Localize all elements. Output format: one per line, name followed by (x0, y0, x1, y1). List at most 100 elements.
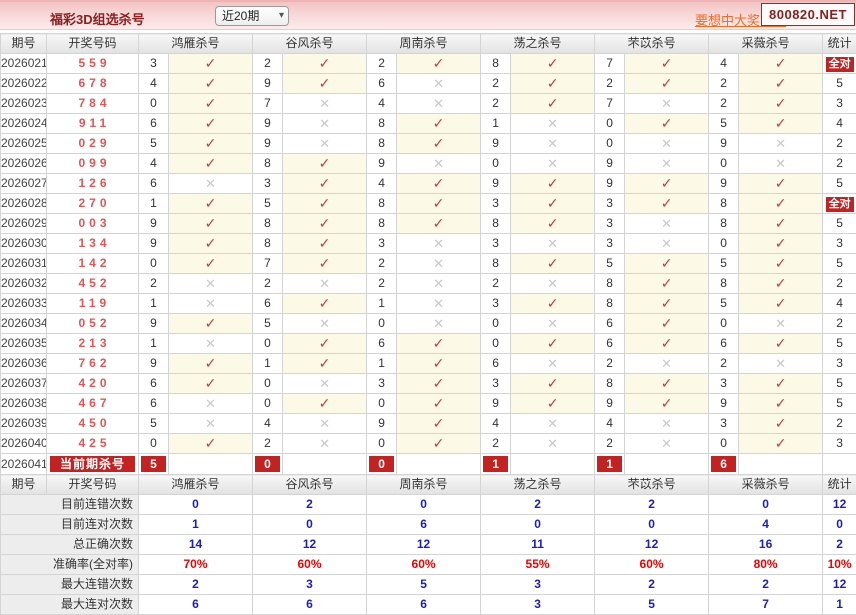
period-cell: 2026038 (1, 394, 47, 414)
kill-number-cell: 1 (481, 114, 511, 134)
stat-cell: 2 (823, 414, 856, 434)
cross-icon: ✕ (625, 134, 709, 154)
check-icon: ✓ (169, 254, 253, 274)
kill-number-cell: 0 (481, 334, 511, 354)
kill-number-cell: 1 (367, 294, 397, 314)
win-numbers-cell: 452 (47, 274, 139, 294)
kill-number-cell: 2 (367, 254, 397, 274)
check-icon: ✓ (397, 174, 481, 194)
summary-value-cell: 60% (595, 555, 709, 575)
kill-number-cell: 8 (367, 194, 397, 214)
period-cell: 2026021 (1, 54, 47, 74)
kill-number-cell: 6 (139, 174, 169, 194)
summary-value-cell: 12 (823, 575, 856, 595)
kill-number-cell: 0 (367, 314, 397, 334)
summary-label-cell: 最大连错次数 (1, 575, 139, 595)
current-kill-number-cell: 6 (709, 454, 739, 475)
expert-column-header-4: 芣苡杀号 (595, 34, 709, 54)
win-numbers-cell: 213 (47, 334, 139, 354)
cross-icon: ✕ (283, 134, 367, 154)
kill-number-cell: 6 (709, 334, 739, 354)
win-numbers-cell: 052 (47, 314, 139, 334)
kill-number-cell: 6 (139, 394, 169, 414)
check-icon: ✓ (283, 214, 367, 234)
kill-number-cell: 8 (253, 234, 283, 254)
current-kill-badge: 6 (711, 456, 736, 472)
current-kill-number-cell: 5 (139, 454, 169, 475)
kill-number-cell: 4 (481, 414, 511, 434)
check-icon: ✓ (739, 394, 823, 414)
summary-value-cell: 0 (253, 515, 367, 535)
summary-value-cell: 2 (481, 495, 595, 515)
kill-number-cell: 2 (481, 94, 511, 114)
check-icon: ✓ (283, 354, 367, 374)
cross-icon: ✕ (511, 354, 595, 374)
cross-icon: ✕ (511, 274, 595, 294)
stat-column-header: 统计 (823, 475, 856, 495)
cross-icon: ✕ (169, 274, 253, 294)
kill-number-cell: 9 (709, 174, 739, 194)
kill-number-cell: 3 (367, 374, 397, 394)
summary-value-cell: 0 (595, 515, 709, 535)
check-icon: ✓ (397, 54, 481, 74)
check-icon: ✓ (739, 334, 823, 354)
period-range-select[interactable]: 近20期 ▾ (215, 6, 289, 26)
kill-number-cell: 9 (139, 314, 169, 334)
summary-value-cell: 3 (253, 575, 367, 595)
empty-mark-cell (511, 454, 595, 475)
empty-mark-cell (283, 454, 367, 475)
expert-column-header-3: 荡之杀号 (481, 34, 595, 54)
summary-value-cell: 5 (367, 575, 481, 595)
cross-icon: ✕ (169, 294, 253, 314)
kill-number-cell: 3 (367, 234, 397, 254)
current-kill-badge: 5 (141, 456, 166, 472)
check-icon: ✓ (511, 294, 595, 314)
cross-icon: ✕ (283, 414, 367, 434)
cross-icon: ✕ (397, 234, 481, 254)
summary-label-cell: 目前连错次数 (1, 495, 139, 515)
win-numbers-cell: 003 (47, 214, 139, 234)
cross-icon: ✕ (625, 434, 709, 454)
stat-cell: 2 (823, 274, 856, 294)
site-address-box[interactable]: 800820.NET (761, 3, 855, 26)
cross-icon: ✕ (397, 274, 481, 294)
kill-number-cell: 3 (595, 214, 625, 234)
cross-icon: ✕ (397, 154, 481, 174)
period-cell: 2026036 (1, 354, 47, 374)
period-cell: 2026040 (1, 434, 47, 454)
kill-number-cell: 9 (139, 214, 169, 234)
cross-icon: ✕ (511, 134, 595, 154)
check-icon: ✓ (739, 274, 823, 294)
current-kill-badge: 0 (369, 456, 394, 472)
kill-number-cell: 6 (139, 374, 169, 394)
check-icon: ✓ (511, 54, 595, 74)
kill-number-cell: 7 (595, 54, 625, 74)
summary-value-cell: 0 (709, 495, 823, 515)
empty-mark-cell (397, 454, 481, 475)
check-icon: ✓ (625, 374, 709, 394)
stat-cell: 5 (823, 334, 856, 354)
kill-number-cell: 2 (709, 354, 739, 374)
top-banner: 福彩3D组选杀号 近20期 ▾ 要想中大奖，天 800820.NET (0, 0, 856, 30)
check-icon: ✓ (397, 114, 481, 134)
cross-icon: ✕ (739, 354, 823, 374)
current-kill-number-cell: 1 (595, 454, 625, 475)
period-cell: 2026027 (1, 174, 47, 194)
check-icon: ✓ (511, 214, 595, 234)
kill-number-cell: 8 (595, 294, 625, 314)
kill-number-cell: 0 (709, 234, 739, 254)
check-icon: ✓ (169, 434, 253, 454)
kill-number-cell: 9 (253, 134, 283, 154)
summary-value-cell: 12 (823, 495, 856, 515)
kill-number-cell: 3 (709, 414, 739, 434)
summary-value-cell: 16 (709, 535, 823, 555)
check-icon: ✓ (169, 354, 253, 374)
kill-number-cell: 9 (139, 234, 169, 254)
check-icon: ✓ (511, 194, 595, 214)
